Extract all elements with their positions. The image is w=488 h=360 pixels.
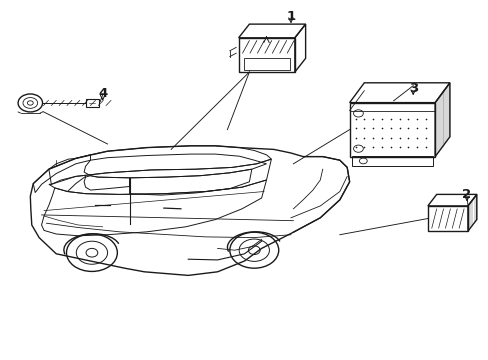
Text: 3: 3 [408, 82, 417, 95]
Text: 2: 2 [462, 188, 470, 201]
Text: 1: 1 [286, 10, 295, 23]
Bar [85, 99, 99, 107]
Bar [243, 58, 289, 70]
Bar [351, 156, 432, 166]
Text: 4: 4 [98, 87, 107, 100]
